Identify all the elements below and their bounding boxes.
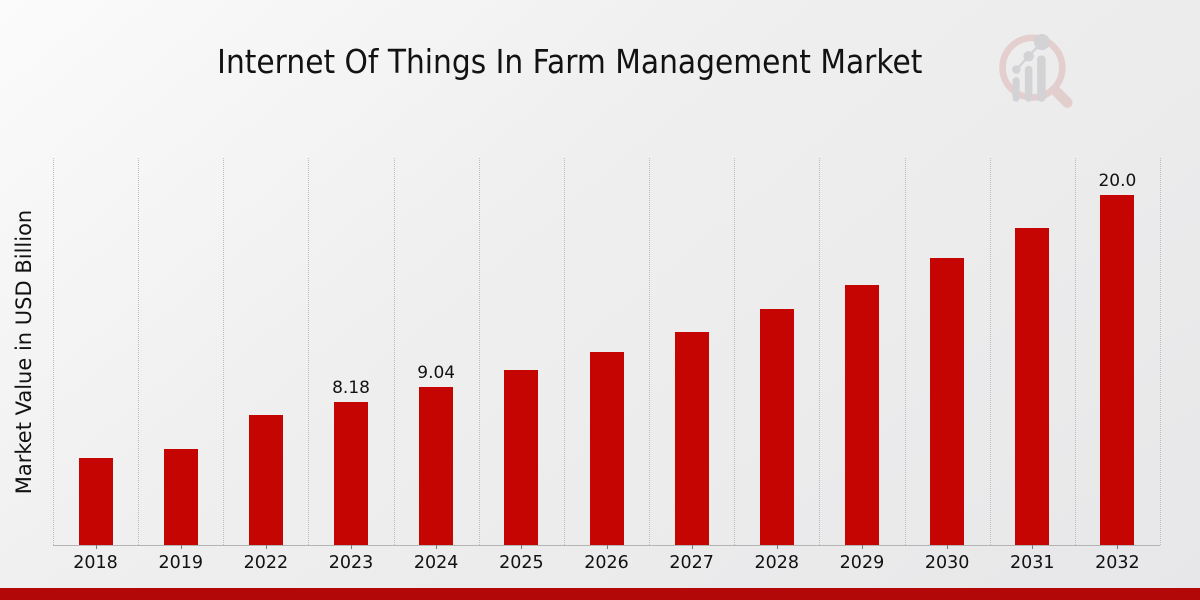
x-tick <box>1117 545 1119 549</box>
bar <box>1100 194 1135 545</box>
gridline <box>53 158 54 545</box>
x-tick <box>521 545 523 549</box>
footer-accent-band <box>0 588 1200 600</box>
gridline <box>138 158 140 545</box>
x-tick-label: 2022 <box>243 553 289 573</box>
magnifier-bar-chart-logo-icon <box>999 34 1073 108</box>
x-tick-label: 2028 <box>754 553 800 573</box>
x-tick-label: 2024 <box>413 553 459 573</box>
x-tick-label: 2031 <box>1009 553 1055 573</box>
gridline <box>989 158 991 545</box>
bar-value-label: 9.04 <box>417 362 456 383</box>
bar <box>504 370 539 545</box>
x-tick <box>436 545 438 549</box>
chart-title-text: Internet Of Things In Farm Management Ma… <box>217 42 923 81</box>
gridline <box>1074 158 1076 545</box>
bar <box>1015 227 1050 545</box>
gridline <box>478 158 480 545</box>
x-tick <box>776 545 778 549</box>
x-tick <box>947 545 949 549</box>
gridline <box>904 158 906 545</box>
x-tick-label: 2018 <box>73 553 118 573</box>
bar-value-label: 8.18 <box>332 377 370 398</box>
gridline <box>393 158 395 545</box>
bar <box>844 284 879 545</box>
x-tick-label: 2026 <box>584 553 629 573</box>
gridline <box>649 158 651 545</box>
bar <box>674 331 709 545</box>
bar <box>248 415 283 545</box>
bar <box>163 449 198 545</box>
x-tick-label: 2032 <box>1095 553 1140 573</box>
bar <box>334 401 369 545</box>
gridline <box>308 158 310 545</box>
x-tick <box>606 545 608 549</box>
y-axis-title: Market Value in USD Billion <box>12 209 36 495</box>
x-tick <box>180 545 182 549</box>
gridline <box>1160 158 1161 545</box>
x-tick-label: 2027 <box>669 553 714 573</box>
bar <box>419 386 454 545</box>
x-tick-label: 2019 <box>158 553 203 573</box>
x-tick <box>1032 545 1034 549</box>
chart-title: Internet Of Things In Farm Management Ma… <box>0 42 1140 81</box>
gridline <box>223 158 225 545</box>
gridline <box>563 158 565 545</box>
x-tick <box>861 545 863 549</box>
bar-value-label: 20.0 <box>1098 170 1137 191</box>
x-tick <box>265 545 267 549</box>
x-tick-label: 2023 <box>328 553 374 573</box>
bar <box>78 458 113 545</box>
bar <box>589 351 624 545</box>
plot-area: 2018 2019 2022 8.18 2023 9.04 2024 2025 2026 2027… <box>53 158 1161 573</box>
bar <box>930 257 965 545</box>
gridline <box>734 158 736 545</box>
x-tick-label: 2029 <box>839 553 885 573</box>
x-tick <box>351 545 353 549</box>
bar <box>759 309 794 545</box>
x-tick-label: 2025 <box>499 553 544 573</box>
x-tick-label: 2030 <box>924 553 970 573</box>
x-tick <box>95 545 97 549</box>
gridline <box>819 158 821 545</box>
x-tick <box>691 545 693 549</box>
